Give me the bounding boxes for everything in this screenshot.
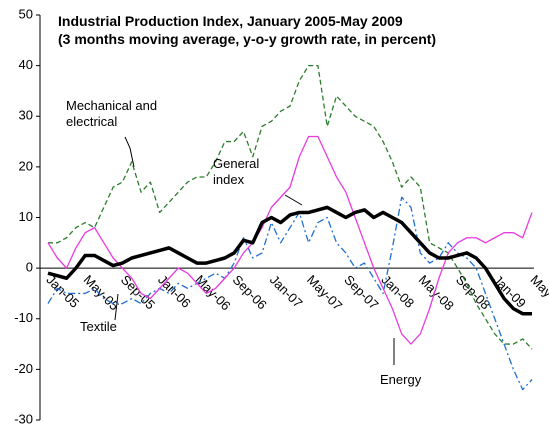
x-tick-label: Jan-07 [267,272,306,311]
y-tick-label: 40 [19,57,33,72]
series-line [47,196,533,391]
y-tick-label: 30 [19,108,33,123]
series-label: Energy [380,372,422,387]
arrow [129,147,135,168]
series-line [47,135,533,345]
y-tick-label: 20 [19,158,33,173]
x-tick-label: May-06 [192,272,233,313]
x-tick-label: Sep-06 [230,272,270,312]
title: Industrial Production Index, January 200… [58,13,403,29]
arrow [114,293,119,321]
x-tick-label: Sep-08 [453,272,493,312]
x-tick-label: May-08 [416,272,457,313]
y-tick-label: -20 [14,361,33,376]
series-label: Textile [80,319,117,334]
x-tick-label: Jan-06 [155,272,194,311]
y-tick-label: 0 [26,260,33,275]
y-tick-label: -30 [14,411,33,426]
subtitle: (3 months moving average, y-o-y growth r… [58,31,437,47]
arrow [284,194,303,206]
series-label: Mechanical and electrical [66,98,158,129]
x-tick-label: May-07 [304,272,345,313]
x-tick-label: Sep-05 [118,272,158,312]
x-tick-label: Sep-07 [341,272,381,312]
arrow [124,136,131,149]
x-tick-label: May-09 [527,272,549,313]
y-tick-label: 50 [19,6,33,21]
y-tick-label: -10 [14,310,33,325]
series-line [47,205,532,316]
y-tick-label: 10 [19,209,33,224]
chart-title: Industrial Production Index, January 200… [58,12,478,48]
series-label: General index [213,156,260,187]
